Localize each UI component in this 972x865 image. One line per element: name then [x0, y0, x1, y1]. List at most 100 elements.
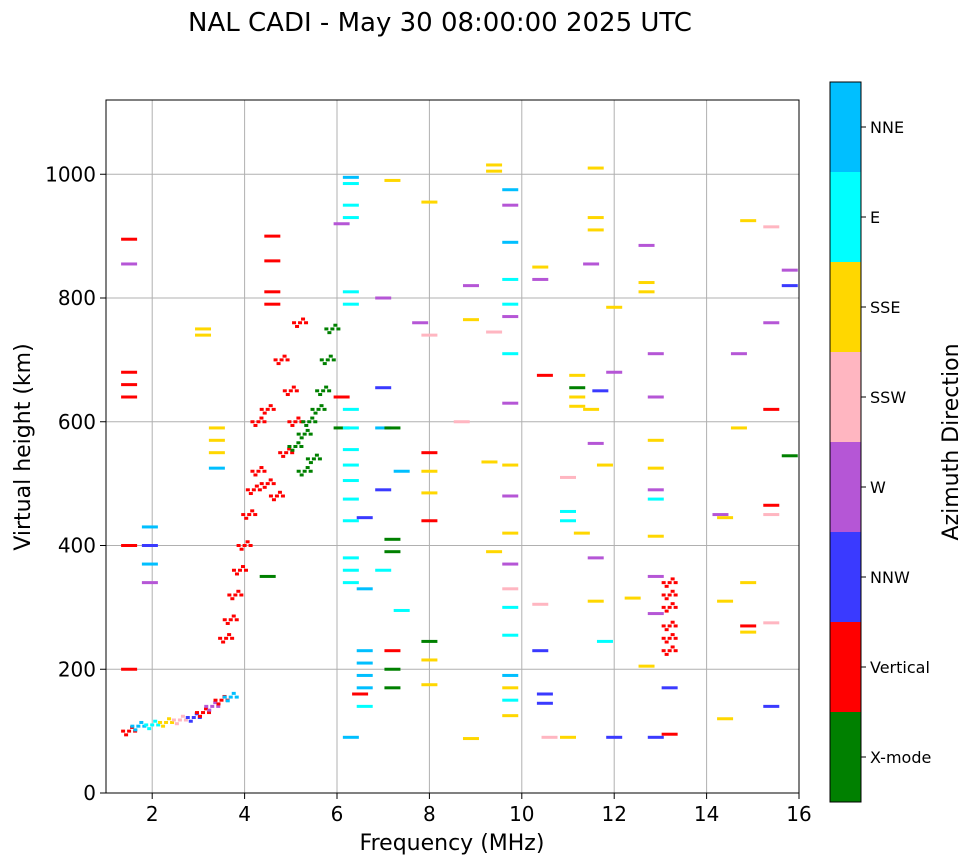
trace-mark [253, 513, 257, 516]
echo-mark [569, 405, 585, 408]
echo-mark [343, 204, 359, 207]
trace-mark [662, 624, 666, 627]
echo-mark [486, 331, 502, 334]
trace-mark [272, 408, 276, 411]
echo-mark [763, 225, 779, 228]
trace-mark [192, 716, 196, 719]
echo-mark [421, 491, 437, 494]
echo-mark [597, 640, 613, 643]
trace-mark [292, 386, 296, 389]
echo-mark [717, 516, 733, 519]
trace-mark [309, 461, 313, 464]
echo-mark [421, 658, 437, 661]
echo-mark [421, 640, 437, 643]
echo-mark [588, 556, 604, 559]
echo-mark [142, 581, 158, 584]
trace-mark [297, 470, 301, 473]
trace-mark [235, 618, 239, 621]
echo-mark [334, 222, 350, 225]
echo-mark [502, 303, 518, 306]
colorbar-segment [830, 352, 861, 442]
trace-mark [327, 331, 331, 334]
echo-mark [648, 535, 664, 538]
trace-mark [249, 544, 253, 547]
echo-mark [502, 352, 518, 355]
echo-mark [731, 426, 747, 429]
trace-mark [229, 618, 233, 621]
trace-mark [287, 445, 291, 448]
trace-mark [321, 389, 325, 392]
trace-mark [283, 355, 287, 358]
echo-mark [343, 408, 359, 411]
trace-mark [241, 565, 245, 568]
echo-mark [639, 244, 655, 247]
echo-mark [264, 290, 280, 293]
trace-mark [256, 470, 260, 473]
trace-mark [674, 649, 678, 652]
trace-mark [158, 721, 162, 724]
echo-mark [763, 513, 779, 516]
colorbar: X-modeVerticalNNWWSSWSSEENNE [830, 82, 931, 802]
trace-mark [232, 569, 236, 572]
echo-mark [343, 464, 359, 467]
trace-mark [674, 637, 678, 640]
trace-mark [304, 424, 308, 427]
trace-mark [309, 470, 313, 473]
trace-mark [227, 594, 231, 597]
echo-mark [421, 470, 437, 473]
trace-mark [295, 389, 299, 392]
y-axis-ticks: 02004006008001000 [45, 162, 106, 805]
echo-mark [142, 563, 158, 566]
trace-mark [201, 711, 205, 714]
trace-mark [153, 720, 157, 723]
trace-mark [671, 621, 675, 624]
trace-mark [668, 637, 672, 640]
trace-mark [164, 721, 168, 724]
echo-mark [502, 674, 518, 677]
echo-mark [502, 686, 518, 689]
echo-mark [502, 278, 518, 281]
echo-mark [662, 686, 678, 689]
echo-mark [625, 597, 641, 600]
echo-mark [384, 686, 400, 689]
echo-mark [502, 714, 518, 717]
trace-mark [287, 420, 291, 423]
trace-mark [671, 645, 675, 648]
trace-mark [306, 457, 310, 460]
trace-mark [278, 491, 282, 494]
echo-mark [343, 519, 359, 522]
echo-mark [343, 176, 359, 179]
trace-mark [256, 420, 260, 423]
trace-mark [326, 358, 330, 361]
colorbar-segment [830, 262, 861, 352]
echo-mark [486, 163, 502, 166]
trace-mark [266, 482, 270, 485]
trace-mark [668, 624, 672, 627]
echo-mark [763, 705, 779, 708]
trace-mark [301, 420, 305, 423]
echo-mark [357, 587, 373, 590]
trace-mark [224, 637, 228, 640]
trace-mark [665, 597, 669, 600]
echo-mark [648, 352, 664, 355]
echo-mark [502, 606, 518, 609]
colorbar-segment [830, 172, 861, 262]
trace-mark [263, 412, 267, 415]
echo-mark [343, 216, 359, 219]
trace-mark [284, 451, 288, 454]
trace-mark [327, 389, 331, 392]
echo-mark [486, 170, 502, 173]
x-tick-label: 10 [509, 802, 534, 826]
echo-mark [375, 569, 391, 572]
trace-mark [313, 420, 317, 423]
trace-mark [161, 725, 165, 728]
echo-mark [343, 498, 359, 501]
y-tick-label: 400 [58, 534, 96, 558]
trace-mark [293, 445, 297, 448]
echo-mark [384, 550, 400, 553]
trace-mark [253, 424, 257, 427]
trace-mark [255, 485, 259, 488]
colorbar-segment [830, 532, 861, 622]
echo-mark [486, 550, 502, 553]
colorbar-tick-label: E [870, 208, 880, 227]
